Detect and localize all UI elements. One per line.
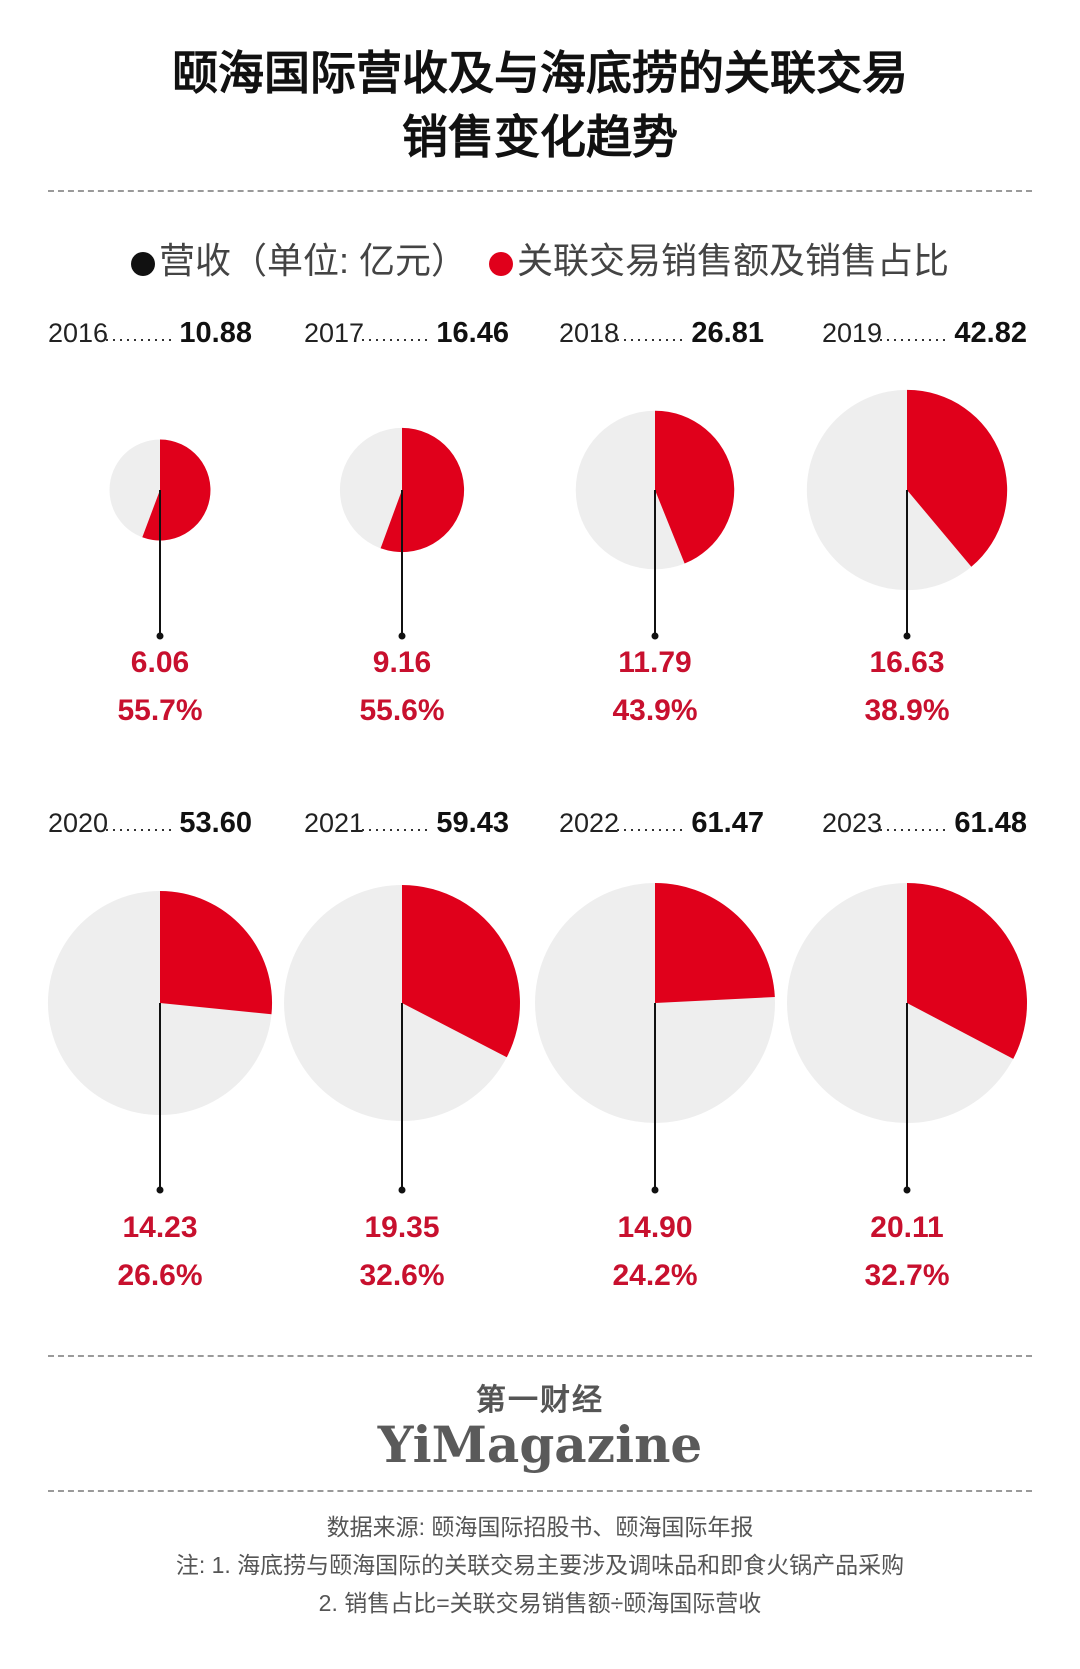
related-value: 20.11: [870, 1211, 943, 1244]
chart-title-line1: 颐海国际营收及与海底捞的关联交易: [172, 47, 908, 99]
revenue-value: 10.88: [179, 317, 252, 349]
pie-slice-related: [655, 410, 735, 564]
pointer-dot: [156, 1186, 164, 1194]
legend-revenue-label: 营收（单位: 亿元）: [158, 240, 467, 281]
revenue-value: 26.81: [691, 317, 764, 349]
share-percent: 55.6%: [359, 694, 444, 727]
year-label: 2019: [822, 318, 882, 348]
related-value: 19.35: [364, 1211, 439, 1244]
related-value: 9.16: [373, 646, 431, 679]
pointer-dot: [903, 632, 911, 640]
revenue-value: 53.60: [179, 807, 252, 839]
share-percent: 43.9%: [612, 694, 697, 727]
pie-slice-related: [907, 389, 1008, 567]
brand-en: YiMagazine: [377, 1415, 703, 1474]
year-label: 2018: [559, 318, 619, 348]
pointer-dot: [651, 1186, 659, 1194]
related-value: 14.90: [617, 1211, 692, 1244]
note-2: 2. 销售占比=关联交易销售额÷颐海国际营收: [318, 1590, 762, 1616]
pointer-dot: [156, 632, 164, 640]
pie-slice-related: [160, 890, 273, 1015]
legend: 营收（单位: 亿元） 关联交易销售额及销售占比: [0, 232, 1080, 284]
share-percent: 26.6%: [117, 1259, 202, 1292]
year-label: 2021: [304, 808, 364, 838]
related-value: 11.79: [618, 646, 691, 679]
share-percent: 32.7%: [864, 1259, 949, 1292]
brand-logo: 第一财经 YiMagazine: [0, 1375, 1080, 1474]
share-percent: 32.6%: [359, 1259, 444, 1292]
revenue-value: 59.43: [436, 807, 509, 839]
brand-cn: 第一财经: [476, 1384, 604, 1417]
pie-slice-related: [907, 883, 1028, 1059]
revenue-value: 16.46: [436, 317, 509, 349]
related-value: 6.06: [131, 646, 189, 679]
year-label: 2022: [559, 808, 619, 838]
year-label: 2023: [822, 808, 882, 838]
related-value: 16.63: [869, 646, 944, 679]
bottom-divider: [48, 1490, 1032, 1492]
legend-black-dot-icon: [130, 252, 155, 276]
revenue-value: 61.47: [691, 807, 764, 839]
share-percent: 55.7%: [117, 694, 202, 727]
year-label: 2016: [48, 318, 108, 348]
note-1: 注: 1. 海底捞与颐海国际的关联交易主要涉及调味品和即食火锅产品采购: [175, 1552, 905, 1578]
related-value: 14.23: [122, 1211, 197, 1244]
revenue-value: 61.48: [954, 807, 1027, 839]
year-label: 2017: [304, 318, 364, 348]
middle-divider: [48, 1355, 1032, 1357]
pointer-dot: [398, 632, 406, 640]
pointer-dot: [651, 632, 659, 640]
pie-slice-related: [402, 885, 520, 1058]
pointer-dot: [903, 1186, 911, 1194]
legend-related-label: 关联交易销售额及销售占比: [517, 240, 950, 281]
pointer-dot: [398, 1186, 406, 1194]
top-divider: [48, 190, 1032, 192]
pie-slice-related: [655, 883, 775, 1003]
share-percent: 24.2%: [612, 1259, 697, 1292]
legend-red-dot-icon: [489, 252, 513, 276]
share-percent: 38.9%: [864, 694, 949, 727]
year-label: 2020: [48, 808, 108, 838]
footnotes: 数据来源: 颐海国际招股书、颐海国际年报 注: 1. 海底捞与颐海国际的关联交易…: [0, 1508, 1080, 1622]
chart-title-line2: 销售变化趋势: [402, 111, 678, 163]
revenue-value: 42.82: [954, 317, 1027, 349]
source-note: 数据来源: 颐海国际招股书、颐海国际年报: [326, 1514, 754, 1540]
